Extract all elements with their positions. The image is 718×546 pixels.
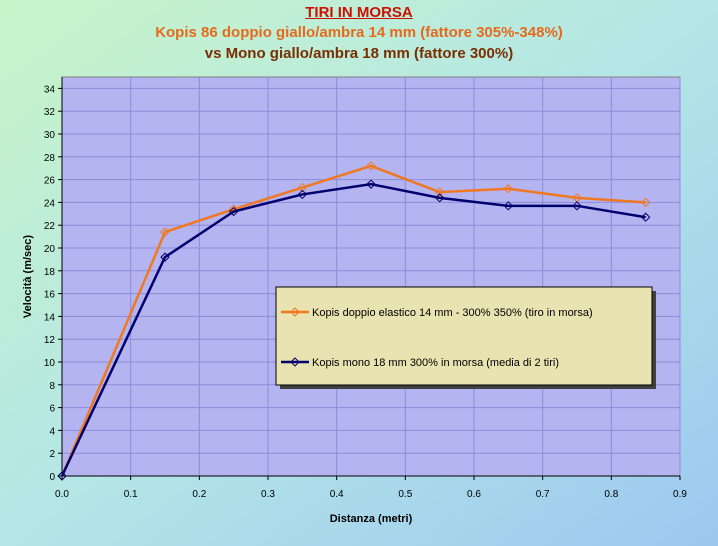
y-tick-label: 8 <box>49 381 55 392</box>
y-tick-label: 32 <box>44 107 56 118</box>
x-tick-label: 0.1 <box>124 489 138 500</box>
legend-label: Kopis doppio elastico 14 mm - 300% 350% … <box>312 307 593 319</box>
series-kopis-doppio-point <box>366 161 376 171</box>
y-tick-label: 22 <box>44 221 56 232</box>
y-tick-label: 6 <box>49 404 55 415</box>
y-tick-label: 10 <box>44 358 56 369</box>
series-kopis-mono-point <box>572 201 582 211</box>
y-tick-label: 0 <box>49 472 55 483</box>
chart-subtitle-2: vs Mono giallo/ambra 18 mm (fattore 300%… <box>204 45 514 62</box>
series-kopis-mono-point <box>57 471 67 481</box>
x-tick-label: 0.4 <box>330 489 344 500</box>
y-tick-label: 12 <box>44 335 56 346</box>
x-tick-label: 0.8 <box>604 489 618 500</box>
y-axis-label: Velocità (m/sec) <box>22 235 34 318</box>
series-kopis-doppio-point <box>434 187 445 197</box>
series-kopis-mono-point <box>366 179 376 189</box>
series-kopis-doppio-point <box>160 227 170 237</box>
series-kopis-doppio-line <box>60 164 646 477</box>
chart-subtitle: Kopis 86 doppio giallo/ambra 14 mm (fatt… <box>155 24 563 41</box>
y-tick-label: 26 <box>44 176 56 187</box>
x-tick-label: 0.9 <box>673 489 687 500</box>
y-tick-label: 34 <box>44 84 56 95</box>
y-tick-label: 14 <box>44 312 56 323</box>
series-kopis-doppio-point <box>640 197 651 208</box>
series-kopis-mono-point <box>503 201 514 211</box>
legend-box <box>275 286 653 386</box>
y-tick-label: 28 <box>44 153 56 164</box>
legend-marker <box>290 357 300 367</box>
x-tick-label: 0.7 <box>536 489 550 500</box>
x-tick-label: 0.6 <box>467 489 481 500</box>
series-kopis-mono-point <box>434 193 445 203</box>
chart-title: TIRI IN MORSA <box>305 4 413 21</box>
series-kopis-mono-point <box>160 252 170 262</box>
legend: Kopis doppio elastico 14 mm - 300% 350% … <box>275 286 656 389</box>
y-tick-label: 30 <box>44 130 56 141</box>
y-tick-label: 16 <box>44 290 56 301</box>
legend-label: Kopis mono 18 mm 300% in morsa (media di… <box>312 357 559 369</box>
x-tick-label: 0.3 <box>261 489 275 500</box>
y-tick-label: 2 <box>49 449 55 460</box>
x-tick-label: 0.5 <box>398 489 412 500</box>
x-tick-label: 0.2 <box>192 489 206 500</box>
x-tick-label: 0.0 <box>55 489 69 500</box>
series-kopis-mono-point <box>640 212 651 222</box>
series-kopis-mono-point <box>297 189 308 200</box>
x-axis-label: Distanza (metri) <box>330 513 413 525</box>
series-kopis-doppio-point <box>503 184 514 194</box>
series-kopis-mono-point <box>228 206 239 217</box>
y-tick-label: 18 <box>44 267 56 278</box>
y-tick-label: 4 <box>49 426 55 437</box>
legend-marker <box>290 307 300 317</box>
series-kopis-doppio-point <box>228 204 239 214</box>
series-kopis-doppio-point <box>297 182 308 193</box>
y-tick-label: 24 <box>44 198 56 209</box>
y-tick-label: 20 <box>44 244 56 255</box>
series-kopis-mono-line <box>60 182 646 477</box>
